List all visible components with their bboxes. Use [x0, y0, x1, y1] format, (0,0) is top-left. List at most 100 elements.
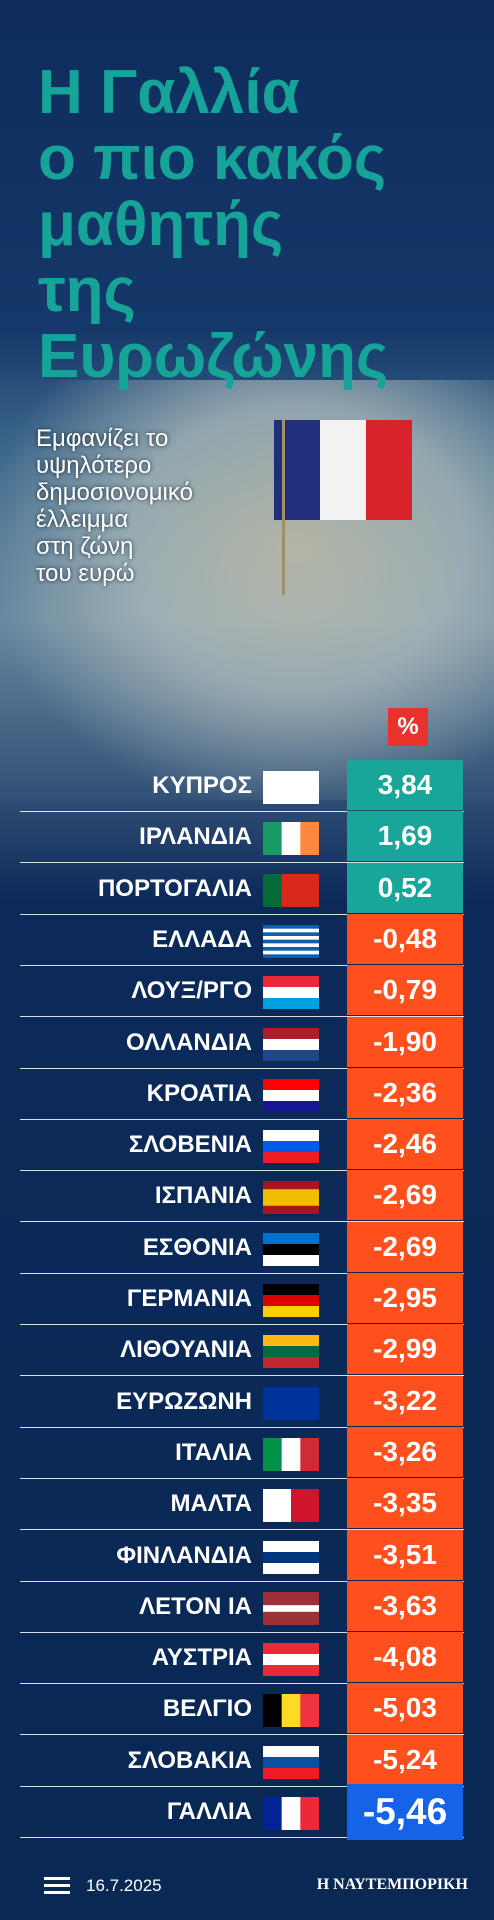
country-name: ΜΑΛΤΑ [170, 1490, 252, 1518]
flag-icon [263, 873, 319, 907]
country-name: ΙΣΠΑΝΙΑ [154, 1182, 252, 1210]
flag-icon [263, 976, 319, 1010]
table-row: ΚΥΠΡΟΣ 3,84 [20, 760, 464, 812]
value-cell: -3,63 [347, 1580, 463, 1631]
value-cell: -3,35 [347, 1478, 463, 1529]
table-row: ΦΙΝΛΑΝΔΙΑ -3,51 [20, 1529, 464, 1582]
flag-icon [263, 1437, 319, 1471]
country-name: ΚΡΟΑΤΙΑ [146, 1079, 252, 1107]
date: 16.7.2025 [86, 1876, 162, 1895]
value-cell: -4,08 [347, 1632, 463, 1683]
country-name: ΙΤΑΛΙΑ [175, 1438, 252, 1466]
subtitle-line: υψηλότερο [36, 452, 152, 479]
title-line: της [38, 256, 136, 325]
flag-icon [263, 1181, 319, 1215]
flag-icon [263, 1078, 319, 1112]
country-name: ΕΛΛΑΔΑ [152, 925, 252, 953]
country-name: ΦΙΝΛΑΝΔΙΑ [116, 1541, 252, 1569]
table-row: ΑΥΣΤΡΙΑ -4,08 [20, 1632, 464, 1685]
flag-icon [263, 1489, 319, 1523]
flag-icon [263, 1797, 319, 1830]
flag-icon [263, 1643, 319, 1677]
table-row: ΕΥΡΩΖΩΝΗ -3,22 [20, 1375, 464, 1428]
country-name: ΑΥΣΤΡΙΑ [151, 1644, 252, 1672]
value-cell: -5,03 [347, 1683, 463, 1734]
value-cell: -5,24 [347, 1734, 463, 1785]
value-cell: 1,69 [347, 811, 463, 862]
subtitle-line: του ευρώ [36, 560, 135, 587]
value-cell: -2,69 [347, 1170, 463, 1221]
country-name: ΟΛΛΑΝΔΙΑ [126, 1028, 252, 1056]
title-line: μαθητής [38, 190, 284, 259]
value-cell: -2,69 [347, 1221, 463, 1272]
flag-icon [263, 1540, 319, 1574]
table-row: ΓΕΡΜΑΝΙΑ -2,95 [20, 1273, 464, 1325]
flag-icon [263, 771, 319, 804]
france-flag-photo [274, 420, 412, 595]
value-cell: -3,22 [347, 1375, 463, 1426]
country-name: ΒΕΛΓΙΟ [162, 1695, 252, 1723]
flag-icon [263, 924, 319, 958]
value-cell: 0,52 [347, 862, 463, 913]
unit-label: % [388, 708, 428, 746]
table-row: ΕΛΛΑΔΑ -0,48 [20, 913, 464, 966]
table-row: ΣΛΟΒΕΝΙΑ -2,46 [20, 1119, 464, 1172]
table-row: ΛΕΤΟΝ ΙΑ -3,63 [20, 1580, 464, 1633]
country-name: ΛΙΘΟΥΑΝΙΑ [120, 1336, 252, 1364]
country-name: ΛΕΤΟΝ ΙΑ [139, 1592, 252, 1620]
table-row: ΙΡΛΑΝΔΙΑ 1,69 [20, 811, 464, 864]
flag-icon [263, 1745, 319, 1779]
flag-icon [263, 1591, 319, 1625]
subtitle-line: έλλειμμα [36, 506, 129, 533]
country-name: ΕΣΘΟΝΙΑ [142, 1233, 252, 1261]
flag-icon [263, 1130, 319, 1164]
value-cell: -3,51 [347, 1529, 463, 1580]
value-cell: -1,90 [347, 1016, 463, 1067]
country-name: ΛΟΥΞ/ΡΓΟ [131, 977, 252, 1005]
value-cell: -0,79 [347, 965, 463, 1016]
flag-icon [263, 1232, 319, 1266]
table-row: ΟΛΛΑΝΔΙΑ -1,90 [20, 1016, 464, 1069]
title-line: Η Γαλλία [38, 58, 300, 127]
value-cell: -0,48 [347, 913, 463, 964]
table-row: ΕΣΘΟΝΙΑ -2,69 [20, 1221, 464, 1274]
country-name: ΓΕΡΜΑΝΙΑ [126, 1285, 252, 1312]
country-name: ΚΥΠΡΟΣ [152, 772, 252, 799]
flag-icon [263, 1335, 319, 1369]
country-name: ΕΥΡΩΖΩΝΗ [116, 1387, 252, 1415]
flag-icon [263, 1027, 319, 1061]
value-cell: -3,26 [347, 1426, 463, 1477]
title-line: Ευρωζώνης [38, 322, 389, 391]
subtitle-line: στη ζώνη [36, 533, 134, 560]
table-row: ΒΕΛΓΙΟ -5,03 [20, 1683, 464, 1736]
flag-icon [263, 1284, 319, 1317]
country-name: ΠΟΡΤΟΓΑΛΙΑ [97, 874, 252, 902]
table-row: ΙΤΑΛΙΑ -3,26 [20, 1426, 464, 1479]
table-row: ΛΙΘΟΥΑΝΙΑ -2,99 [20, 1324, 464, 1377]
value-cell: -2,95 [347, 1273, 463, 1323]
value-cell: -2,99 [347, 1324, 463, 1375]
subtitle-line: Εμφανίζει το [36, 425, 169, 452]
value-cell: -5,46 [347, 1784, 463, 1840]
flag-icon [263, 1386, 319, 1420]
country-name: ΙΡΛΑΝΔΙΑ [139, 823, 252, 851]
table-row: ΙΣΠΑΝΙΑ -2,69 [20, 1170, 464, 1223]
table-row: ΓΑΛΛΙΑ -5,46 [20, 1784, 464, 1840]
value-cell: -2,46 [347, 1119, 463, 1170]
table-row: ΣΛΟΒΑΚΙΑ -5,24 [20, 1734, 464, 1787]
value-cell: 3,84 [347, 760, 463, 810]
table-row: ΛΟΥΞ/ΡΓΟ -0,79 [20, 965, 464, 1018]
country-name: ΓΑΛΛΙΑ [166, 1798, 252, 1825]
flag-icon [263, 822, 319, 856]
country-name: ΣΛΟΒΕΝΙΑ [128, 1131, 252, 1159]
flag-icon [263, 1694, 319, 1728]
title-line: ο πιο κακός [38, 124, 387, 193]
country-name: ΣΛΟΒΑΚΙΑ [127, 1746, 252, 1774]
subtitle-line: δημοσιονομικό [36, 479, 193, 506]
table-row: ΚΡΟΑΤΙΑ -2,36 [20, 1067, 464, 1120]
table-row: ΜΑΛΤΑ -3,35 [20, 1478, 464, 1531]
menu-icon [44, 1877, 70, 1894]
logo: Η ΝΑΥΤΕΜΠΟΡΙΚΗ [316, 1876, 468, 1893]
table-row: ΠΟΡΤΟΓΑΛΙΑ 0,52 [20, 862, 464, 915]
